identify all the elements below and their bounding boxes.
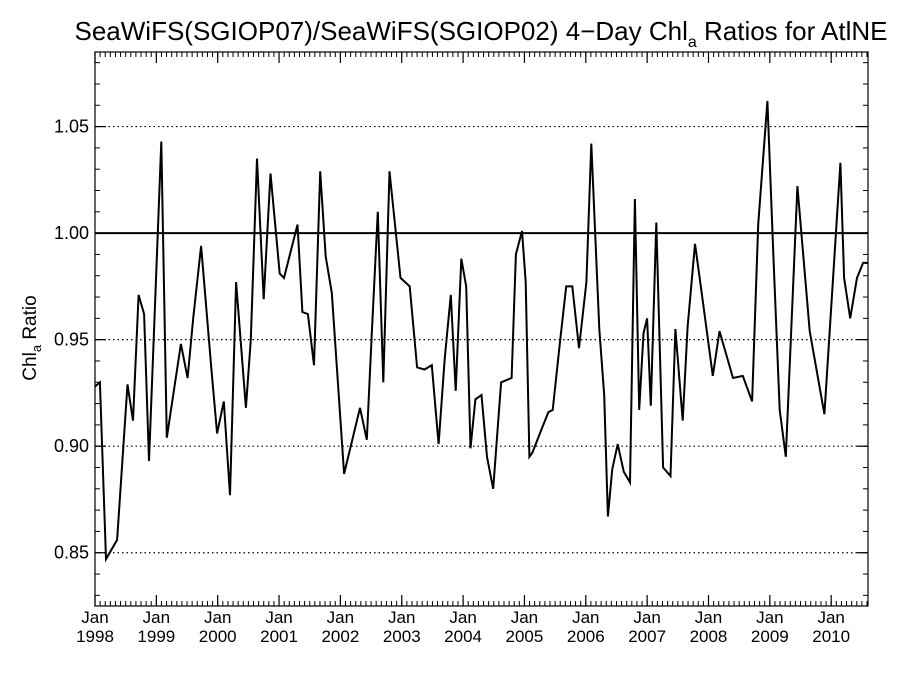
- x-tick-month-11: Jan: [756, 608, 783, 627]
- gridlines: [95, 125, 868, 554]
- x-tick-year-7: 2005: [506, 627, 544, 646]
- y-ticks-group: 0.85 0.90 0.95 1.00 1.05: [54, 117, 89, 563]
- y-axis-label-main: Chl: [20, 352, 41, 381]
- x-tick-month-8: Jan: [572, 608, 599, 627]
- x-tick-year-6: 2004: [444, 627, 482, 646]
- x-tick-month-6: Jan: [449, 608, 476, 627]
- x-tick-year-3: 2001: [260, 627, 298, 646]
- x-tick-month-9: Jan: [633, 608, 660, 627]
- x-tick-year-1: 1999: [137, 627, 175, 646]
- x-tick-year-10: 2008: [690, 627, 728, 646]
- x-tick-month-7: Jan: [511, 608, 538, 627]
- x-tick-month-1: Jan: [143, 608, 170, 627]
- x-tick-year-5: 2003: [383, 627, 421, 646]
- series-group: [94, 100, 868, 563]
- x-tick-month-0: Jan: [81, 608, 108, 627]
- x-tick-month-5: Jan: [388, 608, 415, 627]
- y-axis-label-suffix: Ratio: [20, 295, 41, 345]
- x-tick-year-11: 2009: [751, 627, 789, 646]
- series-line-0: [94, 100, 868, 563]
- x-tick-year-2: 2000: [199, 627, 237, 646]
- x-tick-month-12: Jan: [817, 608, 844, 627]
- y-axis-label: Chla Ratio: [20, 295, 44, 380]
- x-tick-month-3: Jan: [265, 608, 292, 627]
- chart-title-group: SeaWiFS(SGIOP07)/SeaWiFS(SGIOP02) 4−Day …: [75, 16, 888, 51]
- y-axis-label-group: Chla Ratio: [20, 295, 44, 380]
- x-tick-year-12: 2010: [812, 627, 850, 646]
- x-tick-year-9: 2007: [628, 627, 666, 646]
- y-tick-label-4: 1.05: [54, 117, 89, 137]
- y-tick-label-2: 0.95: [54, 330, 89, 350]
- y-tick-label-1: 0.90: [54, 436, 89, 456]
- y-axis-label-subscript: a: [29, 344, 44, 352]
- axes-group: [94, 51, 869, 607]
- y-tick-label-0: 0.85: [54, 543, 89, 563]
- x-ticks-group: Jan1998Jan1999Jan2000Jan2001Jan2002Jan20…: [76, 608, 850, 646]
- chart-title-main: SeaWiFS(SGIOP07)/SeaWiFS(SGIOP02) 4−Day …: [75, 16, 688, 46]
- x-tick-year-0: 1998: [76, 627, 114, 646]
- x-tick-month-10: Jan: [695, 608, 722, 627]
- x-tick-month-2: Jan: [204, 608, 231, 627]
- x-tick-month-4: Jan: [327, 608, 354, 627]
- chart-title-subscript: a: [688, 34, 697, 51]
- y-tick-label-3: 1.00: [54, 223, 89, 243]
- chart-title-suffix: Ratios for AtlNE: [697, 16, 888, 46]
- x-tick-year-4: 2002: [321, 627, 359, 646]
- chart-title: SeaWiFS(SGIOP07)/SeaWiFS(SGIOP02) 4−Day …: [75, 16, 888, 51]
- plot-frame: [94, 51, 869, 607]
- x-tick-year-8: 2006: [567, 627, 605, 646]
